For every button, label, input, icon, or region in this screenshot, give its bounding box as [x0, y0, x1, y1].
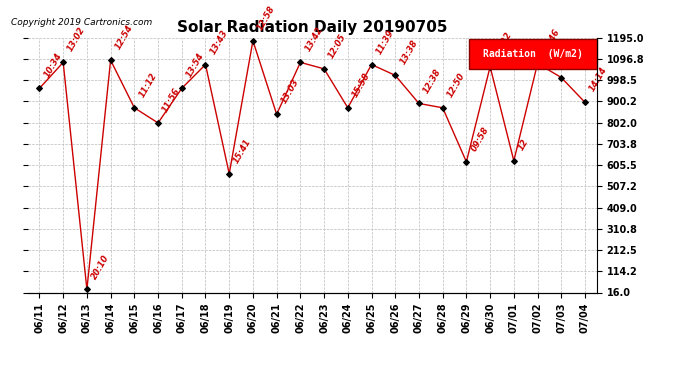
- Point: [437, 105, 448, 111]
- Text: 13:54: 13:54: [185, 52, 206, 80]
- Point: [509, 158, 520, 164]
- Text: 12:46: 12:46: [540, 27, 562, 54]
- Text: 13:43: 13:43: [208, 28, 230, 56]
- Point: [366, 62, 377, 68]
- Point: [555, 75, 566, 81]
- Text: 12:36: 12:36: [564, 41, 585, 69]
- Text: 14:14: 14:14: [588, 66, 609, 93]
- Text: 11:12: 11:12: [137, 71, 159, 99]
- Point: [248, 38, 259, 44]
- Point: [200, 62, 211, 68]
- Point: [390, 72, 401, 78]
- Point: [34, 86, 45, 92]
- Point: [176, 86, 187, 92]
- Point: [484, 64, 495, 70]
- Text: 15:58: 15:58: [351, 71, 372, 99]
- Text: Radiation  (W/m2): Radiation (W/m2): [483, 49, 583, 59]
- Point: [295, 59, 306, 65]
- Point: [224, 171, 235, 177]
- Text: 12:05: 12:05: [327, 32, 348, 60]
- Text: 13:03: 13:03: [279, 78, 301, 105]
- Point: [58, 59, 69, 65]
- Text: Copyright 2019 Cartronics.com: Copyright 2019 Cartronics.com: [10, 18, 152, 27]
- Text: 12:50: 12:50: [446, 71, 466, 99]
- Point: [319, 66, 330, 72]
- Text: 20:10: 20:10: [90, 253, 111, 280]
- Point: [413, 100, 424, 106]
- Point: [271, 111, 282, 117]
- Text: 12:58: 12:58: [256, 4, 277, 32]
- Text: 12:38: 12:38: [422, 67, 443, 94]
- Text: 12:54: 12:54: [113, 24, 135, 51]
- Text: 12: 12: [517, 137, 531, 152]
- Text: 15:41: 15:41: [232, 137, 253, 165]
- Point: [152, 120, 164, 126]
- Text: 11:56: 11:56: [161, 86, 182, 114]
- Text: 09:58: 09:58: [469, 125, 491, 153]
- FancyBboxPatch shape: [469, 39, 597, 69]
- Text: 10:34: 10:34: [42, 52, 63, 80]
- Point: [461, 159, 472, 165]
- Point: [105, 57, 116, 63]
- Text: 13:02: 13:02: [66, 26, 87, 54]
- Point: [81, 286, 92, 292]
- Text: 13:42: 13:42: [303, 26, 324, 54]
- Point: [129, 105, 140, 111]
- Title: Solar Radiation Daily 20190705: Solar Radiation Daily 20190705: [177, 20, 448, 35]
- Text: 13:38: 13:38: [398, 39, 420, 66]
- Point: [580, 99, 591, 105]
- Point: [342, 105, 353, 111]
- Text: 12:22: 12:22: [493, 30, 514, 58]
- Point: [532, 60, 543, 66]
- Text: 11:39: 11:39: [375, 28, 395, 56]
